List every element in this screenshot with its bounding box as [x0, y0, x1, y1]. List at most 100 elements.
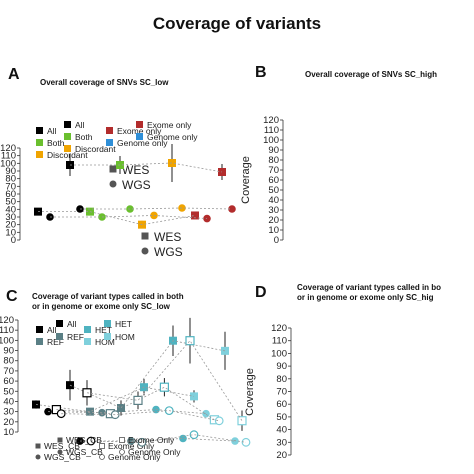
legend-swatch [64, 133, 71, 140]
series-line [50, 215, 207, 218]
legend-swatch [64, 121, 71, 128]
legend-swatch [36, 326, 43, 333]
data-point-circle [44, 408, 52, 416]
legend-swatch [36, 151, 43, 158]
legend-swatch [64, 145, 71, 152]
data-point-open-square [160, 383, 168, 391]
y-tick-label: 20 [268, 215, 279, 226]
y-tick-label: 120 [271, 323, 287, 334]
y-tick-label: 60 [268, 175, 279, 186]
legend-shape-circle [110, 181, 117, 188]
y-tick-label: 60 [276, 399, 287, 410]
data-point-square [66, 381, 74, 389]
y-tick-label: 10 [268, 225, 279, 236]
y-tick-label: 30 [268, 205, 279, 216]
data-point-square [191, 211, 199, 219]
legend-label: All [47, 126, 57, 136]
legend-label: All [75, 120, 85, 130]
legend-label: HOM [115, 332, 135, 342]
panel-b: B Overall coverage of SNVs SC_high 0 10 20… [237, 62, 474, 252]
legend-shape-square [142, 233, 149, 240]
legend-shape-label: Genome Only [128, 447, 181, 457]
legend-shape-circle [36, 455, 41, 460]
y-tick-label: 110 [264, 125, 279, 136]
data-point-open-square [83, 389, 91, 397]
panel-d: D Coverage of variant types called in bo… [237, 282, 474, 474]
y-tick-label: 120 [263, 115, 279, 126]
legend-label: All [67, 319, 77, 329]
y-tick-label: 30 [3, 407, 14, 418]
y-tick-label: 100 [263, 135, 279, 146]
legend-swatch [36, 139, 43, 146]
y-tick-label: 50 [276, 412, 287, 423]
legend-swatch [104, 333, 111, 340]
y-tick-label: 30 [276, 437, 287, 448]
legend-shape-label: WGS_CB [66, 447, 103, 457]
y-tick-label: 80 [276, 374, 287, 385]
data-point-square [190, 392, 198, 400]
chart-b: 0102030405060708090100110120CoverageAllB… [237, 62, 474, 252]
legend-swatch [56, 333, 63, 340]
legend-swatch [84, 326, 91, 333]
panel-a: A Overall coverage of SNVs SC_low 0 10 20 3… [0, 62, 237, 252]
legend-label: Exome only [147, 120, 192, 130]
legend-shape-label: WGS [122, 178, 151, 192]
legend-swatch [106, 127, 113, 134]
legend-label: Genome only [147, 132, 198, 142]
chart-d: 2030405060708090100110120CoverageAllREFH… [237, 282, 474, 474]
legend-shape-label: Exome Only [128, 435, 175, 445]
legend-shape-square [110, 166, 117, 173]
y-tick-label: 70 [268, 165, 279, 176]
legend-shape-circle [142, 248, 149, 255]
data-point-open-circle [215, 417, 223, 425]
legend-swatch [56, 320, 63, 327]
legend-label: All [47, 325, 57, 335]
y-tick-label: 40 [3, 396, 14, 407]
y-tick-label: 90 [268, 145, 279, 156]
legend-shape-label: WES [154, 230, 181, 244]
data-point-square [168, 159, 176, 167]
y-tick-label: 100 [271, 348, 287, 359]
data-point-open-square [134, 396, 142, 404]
y-tick-label: 60 [3, 376, 14, 387]
legend-label: Both [47, 138, 65, 148]
y-tick-label: 70 [3, 366, 14, 377]
y-tick-label: 40 [276, 425, 287, 436]
y-tick-label: 80 [3, 356, 14, 367]
y-tick-label: 120 [0, 143, 16, 154]
y-tick-label: 70 [276, 387, 287, 398]
legend-shape-open-square [120, 438, 125, 443]
y-tick-label: 100 [0, 335, 14, 346]
y-tick-label: 20 [3, 417, 14, 428]
legend-shape-square [58, 438, 63, 443]
y-tick-label: 50 [268, 185, 279, 196]
y-tick-label: 20 [276, 450, 287, 461]
y-tick-label: 120 [0, 315, 14, 326]
figure-title: Coverage of variants [0, 14, 474, 34]
data-point-square [117, 404, 125, 412]
legend-swatch [84, 338, 91, 345]
legend-label: Both [75, 132, 93, 142]
legend-shape-square [36, 444, 41, 449]
legend-shape-circle [58, 450, 63, 455]
y-tick-label: 80 [268, 155, 279, 166]
y-tick-label: 40 [268, 195, 279, 206]
legend-shape-open-circle [120, 450, 125, 455]
y-tick-label: 0 [274, 235, 279, 246]
legend-swatch [136, 121, 143, 128]
y-axis-label: Coverage [244, 368, 256, 416]
legend-label: REF [67, 332, 84, 342]
data-point-open-square [186, 337, 194, 345]
legend-shape-label: WES_CB [66, 435, 102, 445]
legend-swatch [36, 338, 43, 345]
panel-c: C Coverage of variant types called in bo… [0, 282, 237, 474]
data-point-open-square [238, 417, 246, 425]
legend-shape-label: WGS [154, 245, 183, 259]
y-tick-label: 90 [276, 361, 287, 372]
y-tick-label: 110 [0, 325, 14, 336]
legend-label: HET [115, 319, 132, 329]
y-tick-label: 10 [3, 427, 14, 438]
y-axis-label: Coverage [240, 156, 252, 204]
y-tick-label: 90 [3, 346, 14, 357]
legend-swatch [136, 133, 143, 140]
